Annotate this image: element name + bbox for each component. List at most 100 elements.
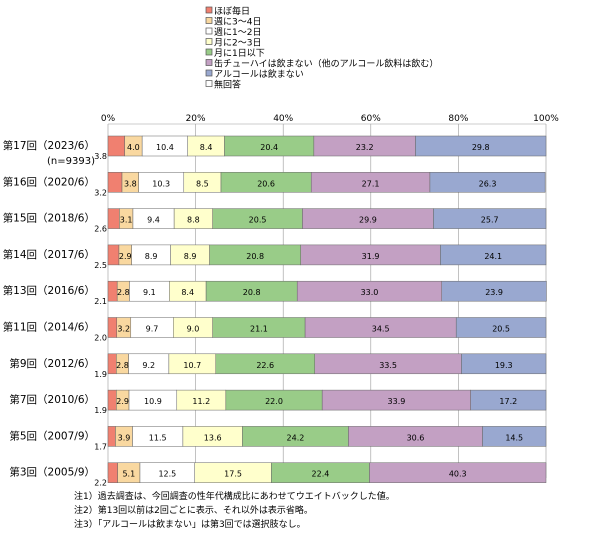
- category-label-r7: 第9回（2012/6）: [9, 357, 95, 370]
- legend-label-3: 週に1～2日: [214, 27, 261, 38]
- bar-segment-r9-s1: [107, 426, 116, 447]
- legend-label-4: 月に2～3日: [214, 38, 261, 49]
- category-label-r4: 第14回（2017/6）: [3, 248, 95, 261]
- bar-segment-r7-s1: [107, 353, 117, 375]
- data-label-r10-s3: 12.5: [158, 470, 176, 479]
- data-label-r9-s7: 14.5: [505, 433, 523, 442]
- bar-segment-r10-s1: [107, 462, 118, 483]
- data-label-r5-s5: 20.8: [243, 288, 261, 297]
- data-label-r9-s5: 24.2: [287, 433, 305, 442]
- data-label-r4-s3: 8.9: [145, 252, 158, 261]
- data-label-r3-s6: 29.9: [359, 216, 377, 225]
- x-tick-label-40pct: 40%: [273, 114, 293, 124]
- category-label-r9: 第5回（2007/9）: [9, 429, 95, 442]
- legend-swatch-6: [205, 59, 213, 66]
- category-label-r6: 第11回（2014/6）: [3, 321, 95, 334]
- side-label-r2: 3.2: [94, 188, 107, 197]
- bar-segment-r2-s1: [107, 172, 123, 193]
- data-label-r4-s5: 20.8: [246, 252, 264, 261]
- data-label-r9-s6: 30.6: [407, 433, 425, 442]
- legend-swatch-5: [205, 48, 213, 56]
- data-label-r2-s6: 27.1: [362, 179, 380, 188]
- data-label-r7-s4: 10.7: [183, 361, 201, 370]
- data-label-r1-s7: 29.8: [472, 143, 490, 152]
- x-tick-label-60pct: 60%: [361, 114, 381, 124]
- data-label-r1-s3: 10.4: [156, 143, 174, 152]
- data-label-r3-s3: 9.4: [147, 216, 160, 225]
- side-label-r9: 1.7: [94, 442, 107, 451]
- bar-segment-r7-s7: [461, 353, 547, 375]
- legend-swatch-2: [205, 17, 213, 24]
- data-label-r6-s7: 20.5: [492, 325, 510, 334]
- x-tick-label-80pct: 80%: [448, 114, 468, 124]
- footnote-3: 注3）「アルコールは飲まない」は第3回では選択肢なし。: [74, 520, 306, 530]
- category-label-r3: 第15回（2018/6）: [3, 212, 95, 225]
- bar-segment-r4-s1: [107, 244, 120, 266]
- legend-swatch-7: [205, 69, 213, 77]
- data-label-r2-s5: 20.6: [257, 179, 275, 188]
- data-label-r4-s2: 2.9: [119, 252, 132, 261]
- bar-segment-r2-s7: [429, 172, 546, 193]
- side-label-r8: 1.9: [94, 406, 107, 415]
- data-label-r8-s6: 33.9: [388, 397, 406, 406]
- bar-segment-r5-s7: [441, 280, 547, 302]
- side-label-r6: 2.0: [94, 334, 107, 343]
- data-label-r6-s5: 21.1: [250, 325, 268, 334]
- legend-label-1: ほぼ毎日: [214, 5, 250, 17]
- legend-label-7: アルコールは飲まない: [214, 68, 304, 80]
- legend-swatch-1: [205, 6, 213, 14]
- category-label-r10: 第3回（2005/9）: [9, 466, 95, 479]
- legend-swatch-8: [205, 80, 213, 87]
- x-axis-ticks: 0% 20% 40% 60% 80% 100%: [101, 114, 559, 124]
- data-label-r10-s4: 17.5: [224, 470, 242, 479]
- bar-segment-r3-s7: [433, 208, 547, 229]
- category-label-r8: 第7回（2010/6）: [9, 393, 95, 406]
- stacked-bar-chart: ほぼ毎日週に3～4日週に1～2日月に2～3日月に1日以下缶チューハイは飲まない（…: [3, 5, 560, 488]
- side-label-r4: 2.5: [94, 261, 107, 270]
- bar-segment-r1-s7: [415, 135, 547, 157]
- category-label-r2: 第16回（2020/6）: [3, 175, 95, 188]
- data-label-r9-s4: 13.6: [204, 433, 222, 442]
- bar-segment-r8-s7: [470, 389, 547, 411]
- data-label-r9-s2: 3.9: [118, 433, 131, 442]
- bar-segment-r9-s7: [482, 426, 547, 447]
- data-label-r9-s3: 11.5: [149, 433, 167, 442]
- legend-label-8: 無回答: [214, 79, 241, 91]
- data-label-r1-s5: 20.4: [260, 143, 278, 152]
- data-label-r7-s6: 33.5: [379, 361, 397, 370]
- category-label-r1: 第17回（2023/6）: [3, 139, 95, 152]
- x-tick-label-20pct: 20%: [186, 114, 206, 124]
- data-label-r5-s7: 23.9: [485, 288, 503, 297]
- data-label-r5-s6: 33.0: [361, 288, 379, 297]
- bar-segment-r4-s7: [440, 244, 547, 266]
- data-label-r2-s2: 3.8: [124, 179, 137, 188]
- data-label-r4-s4: 8.9: [184, 252, 197, 261]
- data-label-r3-s7: 25.7: [481, 216, 499, 225]
- data-label-r2-s3: 10.3: [152, 179, 170, 188]
- footnote-2: 注2）第13回以前は2回ごとに表示、それ以外は表示省略。: [74, 506, 313, 516]
- side-label-r5: 2.1: [94, 297, 107, 306]
- x-tick-label-100pct: 100%: [533, 114, 559, 124]
- data-label-r6-s4: 9.0: [187, 325, 200, 334]
- bar-segment-r6-s1: [107, 317, 118, 338]
- data-label-r3-s5: 20.5: [249, 216, 267, 225]
- legend: ほぼ毎日週に3～4日週に1～2日月に2～3日月に1日以下缶チューハイは飲まない（…: [205, 5, 438, 91]
- bars: 4.0 10.4 8.4 20.4 23.2 29.8 3.8 3.8 10.3 8.5 20.6 2…: [94, 135, 547, 488]
- data-label-r7-s7: 19.3: [495, 361, 513, 370]
- data-label-r4-s7: 24.1: [484, 252, 502, 261]
- data-label-r8-s2: 2.9: [116, 397, 129, 406]
- data-label-r6-s2: 3.2: [117, 325, 130, 334]
- footnotes: 注1）過去調査は、今回調査の性年代構成比にあわせてウエイトバックした値。 注2）…: [74, 490, 395, 532]
- side-label-r1: 3.8: [94, 152, 107, 161]
- bar-segment-r10-s6: [369, 462, 547, 483]
- data-label-r1-s6: 23.2: [356, 143, 374, 152]
- data-label-r3-s4: 8.8: [187, 216, 200, 225]
- bar-segment-r8-s1: [107, 389, 117, 411]
- legend-label-6: 缶チューハイは飲まない（他のアルコール飲料は飲む）: [214, 58, 438, 70]
- data-label-r3-s2: 3.1: [120, 216, 133, 225]
- data-label-r8-s7: 17.2: [499, 397, 517, 406]
- bar-segment-r5-s1: [107, 280, 118, 302]
- side-label-r10: 2.2: [94, 479, 107, 488]
- legend-swatch-3: [205, 27, 213, 35]
- data-label-r6-s3: 9.7: [146, 325, 159, 334]
